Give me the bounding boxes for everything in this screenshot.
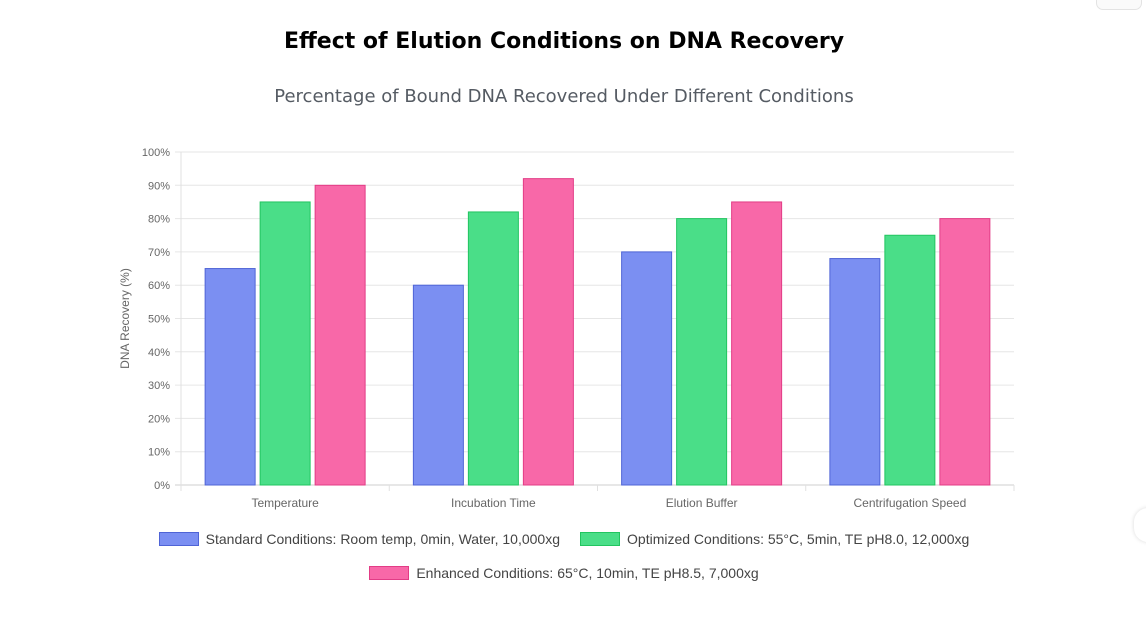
- y-tick-label: 80%: [148, 214, 170, 226]
- x-tick-label: Centrifugation Speed: [854, 496, 967, 510]
- y-tick-label: 60%: [148, 280, 170, 292]
- bar: [829, 258, 881, 486]
- legend-item[interactable]: Standard Conditions: Room temp, 0min, Wa…: [158, 531, 561, 547]
- bar: [204, 268, 256, 486]
- bar: [467, 211, 519, 486]
- bar: [412, 284, 464, 486]
- bar: [259, 201, 311, 486]
- bar: [939, 218, 991, 486]
- x-tick-label: Incubation Time: [451, 496, 536, 510]
- legend-label: Standard Conditions: Room temp, 0min, Wa…: [205, 531, 561, 547]
- legend: Standard Conditions: Room temp, 0min, Wa…: [0, 531, 1128, 547]
- y-tick-label: 50%: [148, 314, 170, 326]
- legend-label: Optimized Conditions: 55°C, 5min, TE pH8…: [627, 531, 970, 547]
- legend-item[interactable]: Optimized Conditions: 55°C, 5min, TE pH8…: [580, 531, 969, 547]
- y-tick-label: 90%: [148, 180, 170, 192]
- y-tick-label: 40%: [148, 347, 170, 359]
- bar: [522, 178, 574, 486]
- y-tick-label: 70%: [148, 247, 170, 259]
- bar: [731, 201, 783, 486]
- y-tick-label: 10%: [148, 447, 170, 459]
- bar: [676, 218, 728, 486]
- chart-subtitle: Percentage of Bound DNA Recovered Under …: [274, 86, 854, 107]
- legend-swatch: [580, 532, 621, 546]
- legend-label: Enhanced Conditions: 65°C, 10min, TE pH8…: [416, 565, 759, 581]
- bar: [621, 251, 673, 486]
- legend-swatch: [158, 532, 199, 546]
- side-panel-tab[interactable]: [1134, 508, 1146, 542]
- corner-button[interactable]: [1096, 0, 1142, 10]
- bar: [314, 184, 366, 486]
- legend-item[interactable]: Enhanced Conditions: 65°C, 10min, TE pH8…: [369, 565, 759, 581]
- legend-continued: Enhanced Conditions: 65°C, 10min, TE pH8…: [0, 565, 1128, 581]
- x-tick-label: Elution Buffer: [666, 496, 738, 510]
- y-tick-label: 20%: [148, 413, 170, 425]
- y-tick-label: 30%: [148, 380, 170, 392]
- x-tick-label: Temperature: [251, 496, 319, 510]
- bar: [884, 234, 936, 486]
- chart-title: Effect of Elution Conditions on DNA Reco…: [283, 29, 845, 54]
- y-tick-label: 0%: [154, 480, 170, 492]
- legend-swatch: [369, 566, 410, 580]
- y-tick-label: 100%: [142, 147, 170, 159]
- y-axis-label: DNA Recovery (%): [118, 268, 132, 369]
